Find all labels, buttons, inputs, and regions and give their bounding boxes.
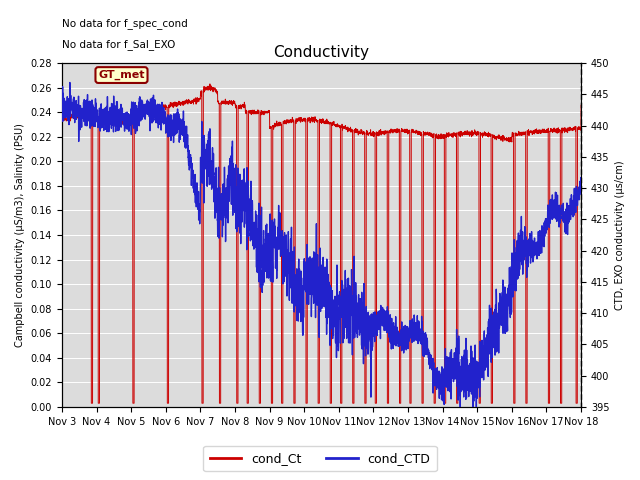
- Y-axis label: Campbell conductivity (µS/m3), Salinity (PSU): Campbell conductivity (µS/m3), Salinity …: [15, 123, 25, 347]
- Text: GT_met: GT_met: [99, 70, 145, 80]
- Text: No data for f_spec_cond: No data for f_spec_cond: [62, 18, 188, 29]
- Legend: cond_Ct, cond_CTD: cond_Ct, cond_CTD: [204, 446, 436, 471]
- Y-axis label: CTD, EXO conductivity (µs/cm): CTD, EXO conductivity (µs/cm): [615, 160, 625, 310]
- Text: No data for f_Sal_EXO: No data for f_Sal_EXO: [62, 39, 175, 50]
- Title: Conductivity: Conductivity: [273, 46, 369, 60]
